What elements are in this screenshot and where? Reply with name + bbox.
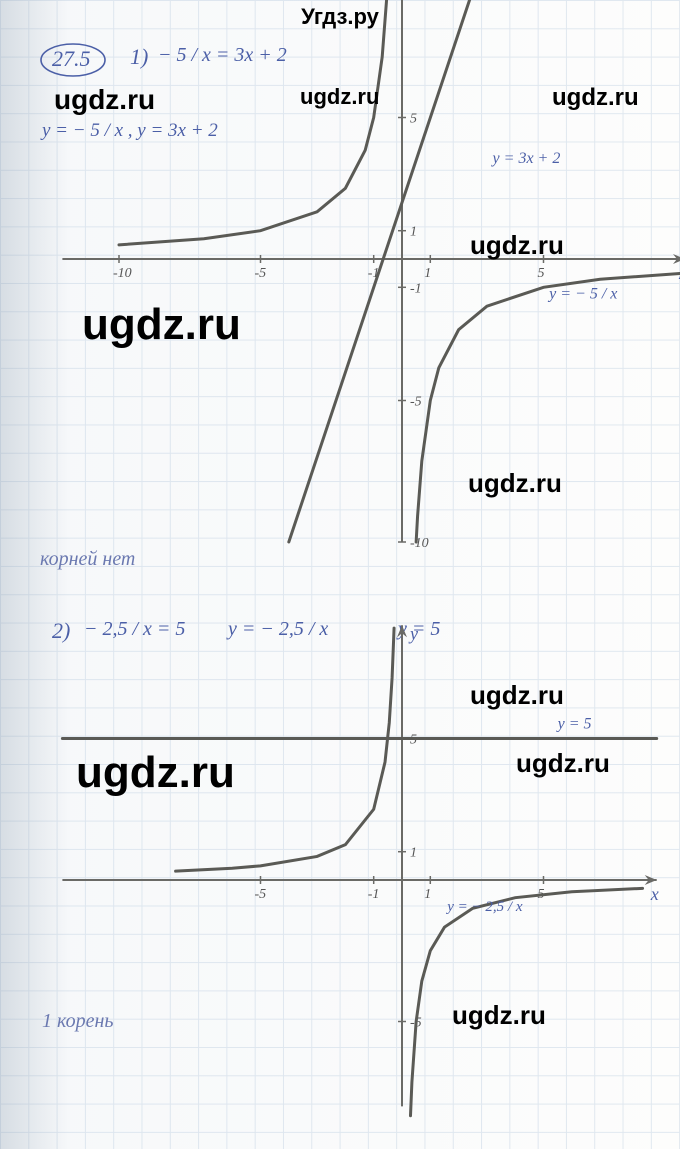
watermark: ugdz.ru: [76, 748, 235, 798]
watermark: ugdz.ru: [552, 84, 639, 112]
p2-result: 1 корень: [42, 1010, 114, 1033]
svg-text:-5: -5: [255, 887, 267, 902]
watermark: ugdz.ru: [54, 84, 155, 116]
svg-text:1: 1: [424, 887, 431, 902]
watermark: ugdz.ru: [470, 680, 564, 711]
watermark: ugdz.ru: [516, 748, 610, 779]
watermark: ugdz.ru: [300, 84, 379, 110]
svg-text:x: x: [650, 884, 659, 904]
svg-text:y: y: [408, 623, 418, 643]
chart-2: -5-115-515yxy = 5y = − 2,5 / x: [0, 0, 680, 1149]
watermark: ugdz.ru: [82, 300, 241, 350]
svg-text:-1: -1: [368, 887, 380, 902]
watermark: ugdz.ru: [468, 468, 562, 499]
watermark: ugdz.ru: [452, 1000, 546, 1031]
svg-text:y = − 2,5 / x: y = − 2,5 / x: [445, 899, 523, 915]
watermark: ugdz.ru: [470, 230, 564, 261]
page: Угдз.ру 27.5 1) − 5 / x = 3x + 2 y = − 5…: [0, 0, 680, 1149]
svg-text:1: 1: [410, 846, 417, 861]
svg-text:y = 5: y = 5: [556, 716, 592, 733]
